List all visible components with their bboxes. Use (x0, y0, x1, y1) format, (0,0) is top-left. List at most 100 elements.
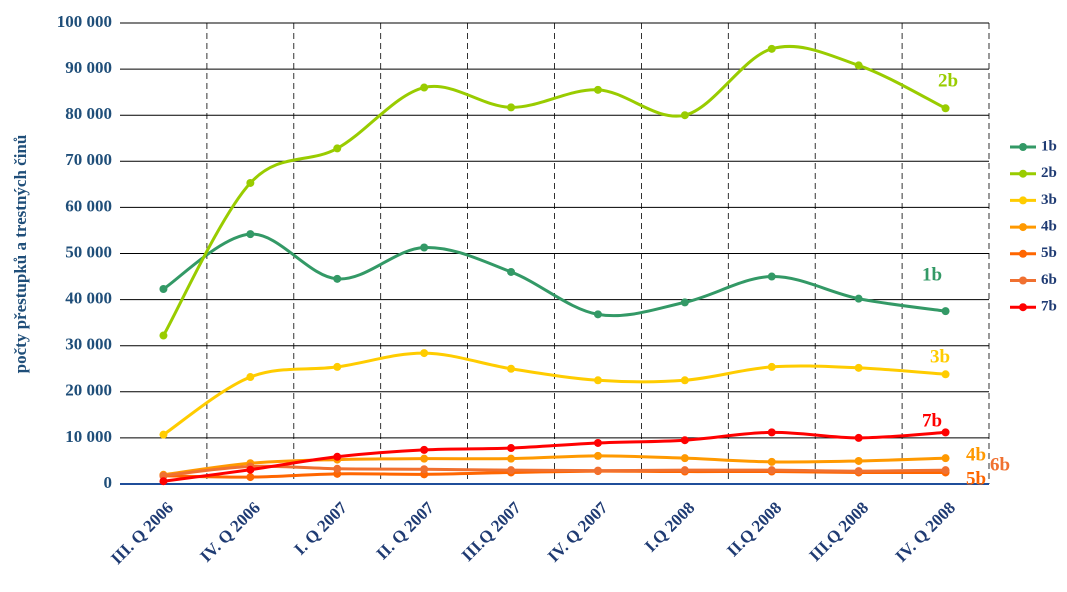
legend-label: 4b (1041, 219, 1057, 235)
point (680, 454, 689, 463)
series-line (163, 430, 946, 483)
point (159, 331, 168, 340)
x-tick-label: III.Q 2008 (805, 498, 872, 565)
point (941, 370, 950, 379)
point (680, 466, 689, 475)
legend-marker (1019, 169, 1027, 178)
point (507, 267, 516, 276)
series-annotation: 5b (966, 468, 986, 489)
point (333, 144, 342, 153)
x-tick-label: IV. Q 2008 (891, 498, 959, 566)
x-tick-label: II.Q 2008 (723, 498, 785, 560)
y-tick-label: 0 (104, 473, 113, 492)
x-tick-label: IV. Q 2006 (196, 498, 264, 566)
series-line (163, 464, 946, 478)
point (941, 104, 950, 113)
point (333, 452, 342, 461)
point (333, 464, 342, 473)
point (767, 466, 776, 475)
legend-marker (1019, 143, 1027, 151)
legend-label: 7b (1041, 299, 1057, 315)
point (854, 61, 863, 70)
y-tick-label: 100 000 (57, 12, 112, 31)
point (507, 103, 516, 112)
point (159, 477, 168, 486)
point (507, 466, 516, 475)
legend-label: 5b (1041, 245, 1057, 261)
y-axis-label: počty přestupků a trestných činů (11, 135, 30, 374)
y-tick-label: 20 000 (65, 381, 112, 400)
point (420, 349, 429, 358)
point (507, 454, 516, 463)
point (767, 457, 776, 466)
x-tick-label: III.Q 2007 (458, 498, 525, 565)
x-tick-label: III. Q 2006 (107, 498, 177, 568)
legend-marker (1019, 303, 1027, 312)
point (159, 430, 168, 439)
point (420, 445, 429, 454)
point (854, 433, 863, 442)
series-line (162, 44, 947, 337)
series-line (163, 454, 946, 477)
point (159, 284, 168, 293)
legend-marker (1019, 196, 1027, 205)
legend-label: 2b (1041, 165, 1057, 181)
point (333, 362, 342, 371)
series-annotation: 3b (930, 346, 950, 367)
series-line (162, 351, 946, 436)
legend-marker (1019, 276, 1027, 285)
point (420, 83, 429, 92)
series-annotation: 7b (922, 410, 942, 431)
point (854, 294, 863, 303)
point (246, 230, 255, 239)
point (246, 473, 255, 482)
point (333, 274, 342, 283)
point (680, 436, 689, 445)
y-tick-label: 70 000 (65, 150, 112, 169)
x-tick-label: I.Q 2008 (641, 498, 699, 556)
series-annotation: 4b (966, 444, 986, 465)
legend-marker (1019, 223, 1027, 232)
point (767, 362, 776, 371)
x-tick-label: IV. Q 2007 (544, 498, 612, 566)
x-tick-label: II. Q 2007 (373, 498, 439, 564)
point (420, 465, 429, 474)
y-tick-label: 30 000 (65, 335, 112, 354)
point (246, 465, 255, 474)
point (593, 451, 602, 460)
point (941, 428, 950, 437)
point (507, 364, 516, 373)
point (680, 376, 689, 385)
point (767, 428, 776, 437)
point (159, 471, 168, 480)
series-annotation: 6b (990, 454, 1010, 475)
y-tick-label: 90 000 (65, 58, 112, 77)
x-tick-label: I. Q 2007 (290, 498, 351, 559)
legend-marker (1019, 249, 1027, 258)
point (246, 178, 255, 187)
point (593, 376, 602, 385)
legend-label: 3b (1041, 192, 1057, 208)
y-tick-label: 10 000 (65, 427, 112, 446)
point (507, 444, 516, 453)
legend-label: 1b (1041, 138, 1057, 154)
point (593, 85, 602, 94)
y-tick-label: 50 000 (65, 242, 112, 261)
point (854, 456, 863, 465)
series-annotation: 2b (938, 70, 958, 91)
point (941, 307, 950, 316)
y-tick-label: 60 000 (65, 196, 112, 215)
point (246, 373, 255, 382)
point (941, 466, 950, 475)
series-line (162, 232, 946, 318)
point (767, 44, 776, 53)
point (941, 454, 950, 463)
series-annotation: 1b (922, 264, 942, 285)
point (593, 438, 602, 447)
point (420, 454, 429, 463)
point (593, 310, 602, 319)
point (767, 272, 776, 281)
point (854, 467, 863, 476)
y-tick-label: 80 000 (65, 104, 112, 123)
